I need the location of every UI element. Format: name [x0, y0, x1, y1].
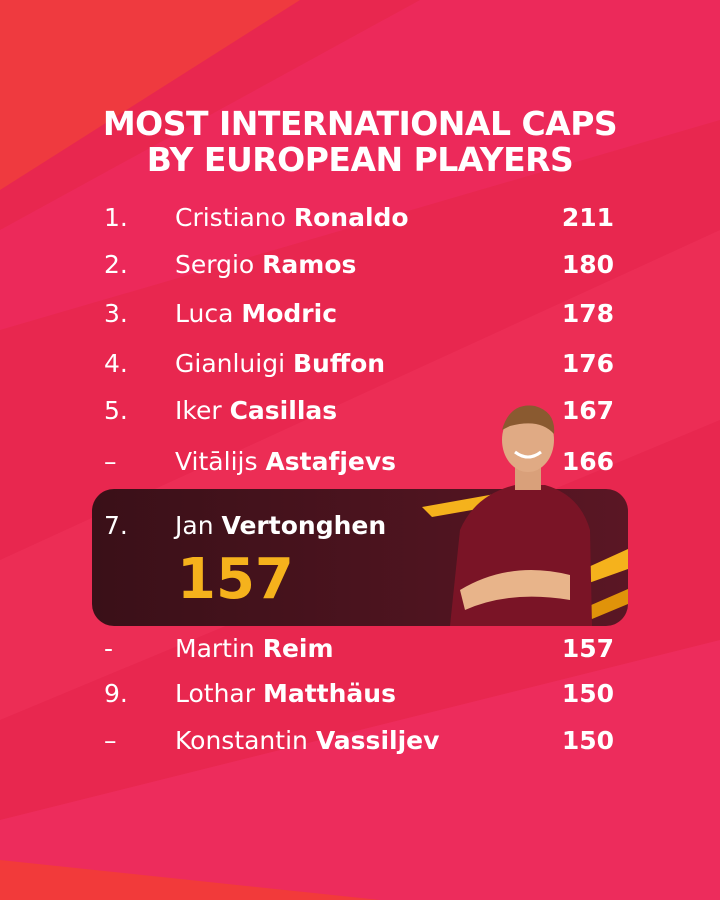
- ranking-row: 4. Gianluigi Buffon 176: [0, 347, 720, 381]
- ranking-row: 1. Cristiano Ronaldo 211: [0, 201, 720, 235]
- last-name: Astafjevs: [265, 447, 397, 476]
- last-name: Modric: [241, 299, 338, 328]
- caps: 150: [561, 726, 614, 755]
- last-name: Matthäus: [262, 679, 396, 708]
- rank: –: [104, 447, 117, 476]
- player-name: Luca Modric: [175, 297, 337, 331]
- rank: 9.: [104, 679, 128, 708]
- last-name: Vertonghen: [221, 511, 387, 540]
- caps: 157: [177, 547, 294, 612]
- first-name: Lothar: [175, 679, 256, 708]
- caps: 211: [561, 203, 614, 232]
- player-name: Gianluigi Buffon: [175, 347, 385, 381]
- caps: 176: [561, 349, 614, 378]
- first-name: Gianluigi: [175, 349, 286, 378]
- ranking-row: 2. Sergio Ramos 180: [0, 248, 720, 282]
- first-name: Martin: [175, 634, 255, 663]
- rank: -: [104, 634, 114, 663]
- player-name: Jan Vertonghen: [175, 511, 386, 540]
- last-name: Reim: [262, 634, 334, 663]
- player-name: Lothar Matthäus: [175, 677, 396, 711]
- ranking-row: 5. Iker Casillas 167: [0, 394, 720, 428]
- ranking-row: – Vitālijs Astafjevs 166: [0, 445, 720, 479]
- first-name: Cristiano: [175, 203, 286, 232]
- last-name: Ronaldo: [293, 203, 409, 232]
- first-name: Jan: [175, 511, 214, 540]
- player-name: Vitālijs Astafjevs: [175, 445, 396, 479]
- first-name: Vitālijs: [175, 447, 258, 476]
- ranking-row: - Martin Reim 157: [0, 632, 720, 666]
- caps: 157: [561, 634, 614, 663]
- caps: 150: [561, 679, 614, 708]
- ranking-row: 9. Lothar Matthäus 150: [0, 677, 720, 711]
- player-name: Iker Casillas: [175, 394, 337, 428]
- caps: 180: [561, 250, 614, 279]
- last-name: Vassiljev: [315, 726, 440, 755]
- player-photo: [450, 405, 592, 626]
- player-name: Cristiano Ronaldo: [175, 201, 409, 235]
- player-name: Konstantin Vassiljev: [175, 724, 439, 758]
- title-line: MOST INTERNATIONAL CAPS: [102, 104, 618, 143]
- rank: 1.: [104, 203, 128, 232]
- ranking-row: – Konstantin Vassiljev 150: [0, 724, 720, 758]
- ranking-row: 3. Luca Modric 178: [0, 297, 720, 331]
- rank: 7.: [104, 511, 128, 540]
- player-name: Sergio Ramos: [175, 248, 356, 282]
- caps: 178: [561, 299, 614, 328]
- first-name: Sergio: [175, 250, 255, 279]
- last-name: Casillas: [229, 396, 338, 425]
- rank: 2.: [104, 250, 128, 279]
- last-name: Ramos: [262, 250, 357, 279]
- first-name: Iker: [175, 396, 222, 425]
- rank: 5.: [104, 396, 128, 425]
- rank: –: [104, 726, 117, 755]
- last-name: Buffon: [293, 349, 386, 378]
- rank: 4.: [104, 349, 128, 378]
- player-name: Martin Reim: [175, 632, 334, 666]
- rank: 3.: [104, 299, 128, 328]
- caps: 167: [561, 396, 614, 425]
- caps: 166: [561, 447, 614, 476]
- first-name: Konstantin: [175, 726, 308, 755]
- first-name: Luca: [175, 299, 234, 328]
- title-line: BY EUROPEAN PLAYERS: [146, 140, 574, 179]
